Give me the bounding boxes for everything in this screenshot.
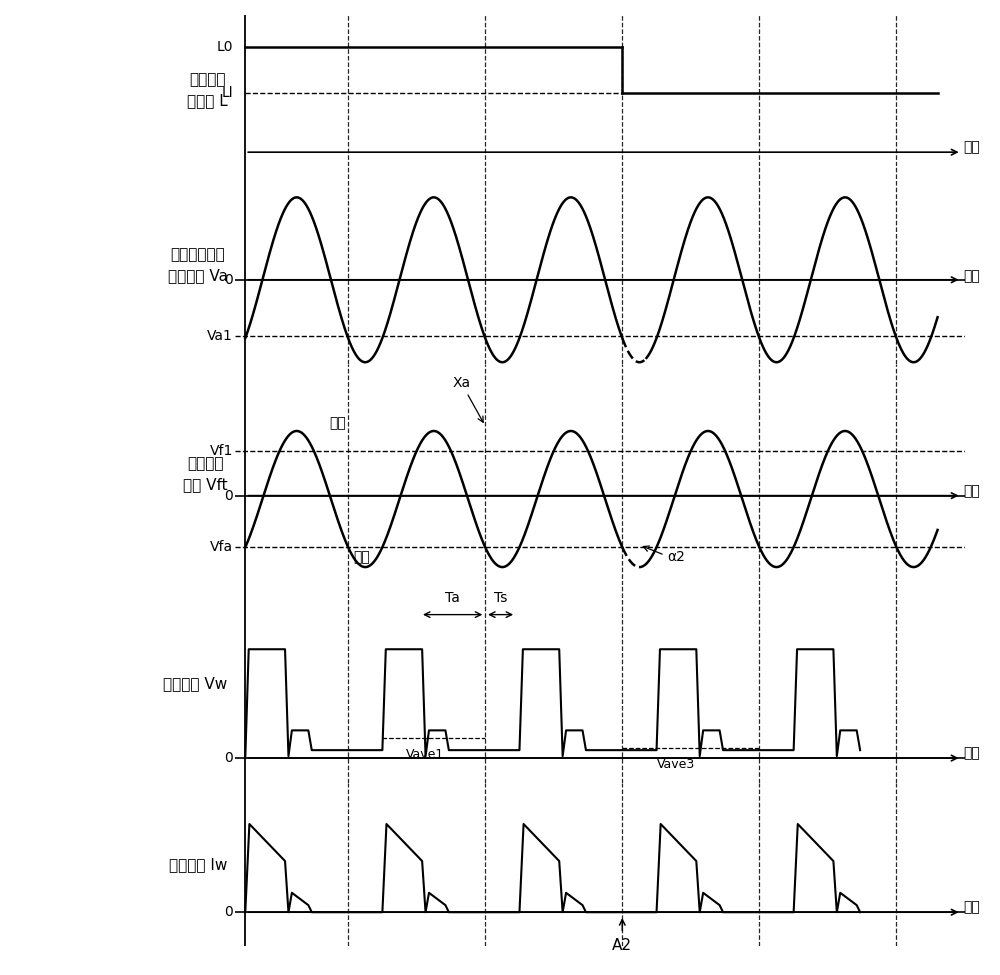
Text: 时间: 时间 bbox=[964, 140, 980, 155]
Text: 0: 0 bbox=[224, 488, 233, 503]
Text: 时间: 时间 bbox=[964, 746, 980, 760]
Text: 逆送: 逆送 bbox=[353, 550, 370, 564]
Text: 正送: 正送 bbox=[329, 416, 346, 430]
Text: 0: 0 bbox=[224, 751, 233, 765]
Text: A2: A2 bbox=[612, 938, 632, 954]
Text: Vave3: Vave3 bbox=[657, 759, 695, 771]
Text: Xa: Xa bbox=[452, 375, 483, 422]
Text: 时间: 时间 bbox=[964, 269, 980, 283]
Text: Ts: Ts bbox=[494, 591, 507, 604]
Text: 输出电压 Vw: 输出电压 Vw bbox=[163, 677, 228, 691]
Text: Va1: Va1 bbox=[207, 330, 233, 343]
Text: L0: L0 bbox=[216, 40, 233, 54]
Text: α2: α2 bbox=[667, 550, 685, 564]
Text: 时间: 时间 bbox=[964, 485, 980, 498]
Text: 输出电流 Iw: 输出电流 Iw bbox=[169, 857, 228, 872]
Text: Ll: Ll bbox=[221, 86, 233, 99]
Text: 焊丝进给速度
频率分量 Va: 焊丝进给速度 频率分量 Va bbox=[168, 247, 228, 283]
Text: 焊丝进给
速度 Vft: 焊丝进给 速度 Vft bbox=[183, 456, 228, 492]
Text: Vave1: Vave1 bbox=[406, 748, 445, 761]
Text: 时间: 时间 bbox=[964, 900, 980, 915]
Text: 0: 0 bbox=[224, 273, 233, 287]
Text: Ta: Ta bbox=[445, 591, 460, 604]
Text: Vf1: Vf1 bbox=[210, 445, 233, 458]
Text: 芯片母材
间距离 L: 芯片母材 间距离 L bbox=[187, 72, 228, 108]
Text: Vfa: Vfa bbox=[210, 540, 233, 554]
Text: 0: 0 bbox=[224, 905, 233, 919]
